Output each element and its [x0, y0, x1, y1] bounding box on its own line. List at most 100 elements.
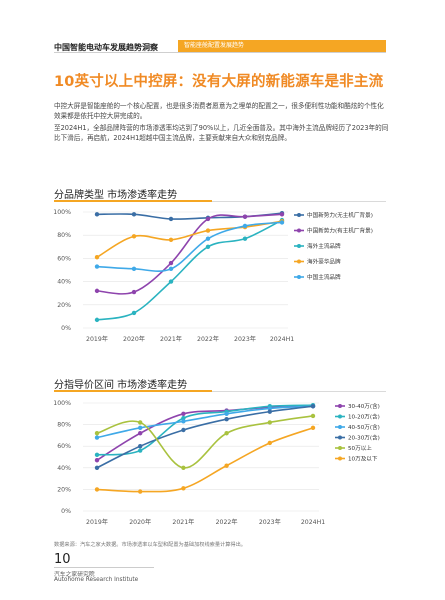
- data-point: [131, 266, 137, 272]
- series-line: [96, 220, 283, 258]
- legend-label: 中国新势力(无主机厂背景): [307, 211, 373, 219]
- data-point: [138, 448, 143, 453]
- data-point: [94, 431, 100, 436]
- data-point: [138, 489, 143, 494]
- x-tick-label: 2023年: [234, 335, 256, 343]
- legend-label: 海外主流品牌: [307, 242, 341, 250]
- data-point: [242, 223, 248, 229]
- legend-marker: [338, 425, 342, 429]
- section-badge: 智能座舱配置发展趋势: [178, 40, 386, 52]
- chart2-title-divider: [54, 391, 386, 392]
- org-name-en: Autohome Research Institute: [54, 577, 139, 583]
- report-title: 中国智能电动车发展趋势洞察: [54, 43, 158, 52]
- legend-label: 中国主流品牌: [307, 273, 341, 281]
- data-point: [168, 266, 174, 272]
- legend-marker: [338, 435, 342, 440]
- data-point: [168, 260, 174, 266]
- x-tick-label: 2021年: [172, 518, 194, 526]
- y-tick-label: 100%: [53, 209, 71, 216]
- chart1-title-accent: [54, 200, 212, 202]
- series-line: [96, 415, 314, 469]
- data-point: [94, 288, 100, 294]
- data-point: [138, 425, 143, 431]
- legend-label: 20-30万(含): [348, 434, 380, 442]
- data-point: [138, 444, 143, 449]
- legend-marker: [338, 446, 342, 450]
- data-point: [94, 317, 100, 323]
- data-point: [168, 279, 174, 284]
- data-point: [94, 212, 100, 217]
- data-point: [205, 236, 211, 241]
- data-point: [138, 431, 143, 436]
- data-point: [242, 236, 248, 241]
- data-point: [168, 216, 174, 222]
- data-point: [131, 234, 137, 239]
- series-line: [96, 213, 283, 295]
- x-tick-label: 2021年: [160, 335, 182, 343]
- data-source-note: 数据来源：汽车之家大数据。市场渗透率以车型和配置为基础加权线索量计算得出。: [54, 542, 246, 548]
- legend-label: 50万以上: [348, 444, 372, 452]
- data-point: [224, 417, 229, 422]
- y-tick-label: 60%: [57, 443, 71, 450]
- x-tick-label: 2022年: [197, 335, 219, 343]
- series-line: [96, 405, 314, 469]
- series-line: [96, 405, 314, 439]
- x-tick-label: 2022年: [216, 518, 238, 526]
- y-tick-label: 80%: [57, 422, 71, 429]
- series-line: [96, 219, 283, 321]
- data-point: [279, 212, 285, 217]
- y-tick-label: 40%: [57, 279, 71, 286]
- series-line: [96, 405, 314, 461]
- legend-marker: [338, 456, 342, 461]
- page-title: 10英寸以上中控屏：没有大屏的新能源车是非主流: [54, 74, 384, 90]
- intro-paragraph: 中控大屏是智能座舱的一个核心配置，也是很多消费者愿意为之埋单的配置之一，很多便利…: [54, 102, 384, 120]
- data-point: [267, 406, 272, 411]
- header-divider: [54, 52, 386, 53]
- footer-divider: [54, 567, 154, 568]
- data-point: [205, 216, 211, 222]
- legend-marker: [297, 275, 301, 279]
- page-number: 10: [54, 552, 71, 567]
- data-point: [131, 212, 137, 217]
- legend-marker: [297, 228, 301, 233]
- data-point: [138, 420, 143, 425]
- data-point: [181, 419, 186, 424]
- org-name-cn: 汽车之家研究院: [54, 572, 95, 578]
- legend-label: 10-20万(含): [348, 413, 380, 421]
- legend-marker: [297, 244, 301, 248]
- series-line: [96, 427, 314, 493]
- data-point: [205, 244, 211, 249]
- y-tick-label: 80%: [57, 232, 71, 239]
- data-point: [279, 220, 285, 225]
- data-point: [242, 214, 248, 219]
- data-point: [94, 264, 100, 269]
- x-tick-label: 2023年: [259, 518, 281, 526]
- legend-label: 30-40万(含): [348, 402, 380, 410]
- x-tick-label: 2024H1: [270, 336, 294, 343]
- x-tick-label: 2020年: [129, 518, 151, 526]
- data-point: [181, 411, 186, 416]
- legend-label: 中国新势力(有主机厂背景): [307, 227, 373, 235]
- data-point: [181, 415, 186, 421]
- data-point: [267, 409, 272, 414]
- x-tick-label: 2024H1: [301, 519, 325, 526]
- series-line: [96, 404, 314, 456]
- data-point: [310, 404, 316, 409]
- chart2-title: 分指导价区间 市场渗透率走势: [54, 380, 188, 391]
- legend-label: 10万及以下: [348, 456, 378, 463]
- data-point: [94, 487, 100, 492]
- legend-label: 40-50万(含): [348, 423, 380, 431]
- data-point: [131, 310, 137, 316]
- legend-marker: [338, 404, 342, 408]
- series-line: [96, 221, 283, 272]
- data-point: [310, 413, 316, 419]
- data-point: [168, 237, 174, 243]
- data-point: [310, 425, 316, 431]
- data-point: [94, 465, 100, 470]
- data-point: [267, 440, 272, 446]
- data-point: [94, 458, 100, 463]
- data-point: [224, 463, 229, 468]
- legend-label: 海外豪华品牌: [307, 258, 341, 266]
